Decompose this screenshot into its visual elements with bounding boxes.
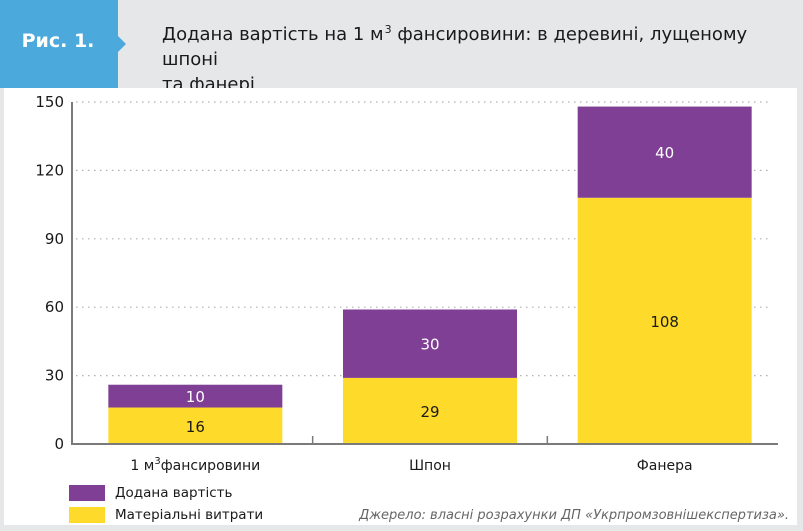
figure-header: Рис. 1. Додана вартість на 1 м3 фансиров…	[0, 0, 803, 95]
bar-value-label: 29	[420, 403, 439, 421]
stacked-bar-chart: 0 30 60 90 120 150 16 10 29 30 108 40 1 м3фансировин…	[35, 93, 778, 474]
y-tick-label: 150	[35, 93, 64, 111]
legend-label-material-costs: Матеріальні витрати	[115, 507, 264, 523]
bar-segment-added-value	[108, 384, 283, 408]
y-tick-label: 90	[45, 230, 64, 248]
chart-panel: 0 30 60 90 120 150 16 10 29 30 108 40 1 м3фансировин…	[4, 88, 797, 525]
source-note: Джерело: власні розрахунки ДП «Укрпромзо…	[359, 508, 789, 523]
bar-segment-material-costs	[343, 377, 517, 444]
legend-item-material-costs: Матеріальні витрати	[69, 504, 263, 526]
figure-tag: Рис. 1.	[0, 0, 126, 88]
bar-segment-added-value	[343, 309, 517, 378]
bar-value-label: 108	[650, 313, 679, 331]
legend-item-added-value: Додана вартість	[69, 482, 263, 504]
chart-legend: Додана вартість Матеріальні витрати	[69, 482, 263, 526]
y-tick-label: 60	[45, 298, 64, 316]
x-category-label: 1 м3фансировини	[130, 456, 260, 474]
figure-tag-shape	[0, 0, 126, 88]
figure-number: Рис. 1.	[21, 30, 95, 52]
bar-segment-added-value	[577, 106, 752, 198]
y-tick-label: 120	[35, 161, 64, 179]
legend-label-added-value: Додана вартість	[115, 485, 233, 501]
bar-segment-material-costs	[108, 407, 283, 444]
y-tick-label: 30	[45, 367, 64, 385]
title-text-part2: фансировини: в деревині, лущеному шпоні	[162, 24, 748, 70]
title-text-part1: Додана вартість на 1 м	[162, 24, 384, 45]
title-superscript: 3	[384, 23, 392, 36]
legend-swatch-added-value	[69, 485, 105, 501]
x-category-label: Шпон	[409, 458, 451, 474]
y-tick-label: 0	[54, 435, 64, 453]
bar-value-label: 10	[186, 388, 205, 406]
bar-value-label: 16	[186, 418, 205, 436]
legend-swatch-material-costs	[69, 507, 105, 523]
x-category-label: Фанера	[637, 458, 693, 474]
bar-segment-material-costs	[577, 197, 752, 444]
figure-title: Додана вартість на 1 м3 фансировини: в д…	[162, 17, 782, 97]
bar-value-label: 30	[420, 336, 439, 354]
bar-value-label: 40	[655, 144, 674, 162]
